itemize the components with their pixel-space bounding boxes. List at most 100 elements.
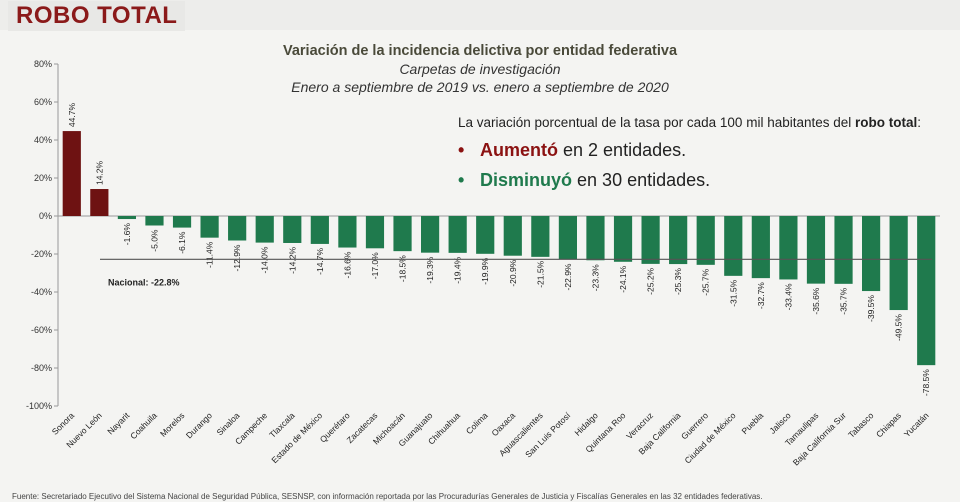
bar — [696, 216, 715, 265]
legend-decrease: • Disminuyó en 30 entidades. — [458, 169, 938, 191]
chart-subtitle: Carpetas de investigación — [399, 61, 561, 77]
category-label: Jalisco — [767, 410, 793, 436]
chart-title: Variación de la incidencia delictiva por… — [282, 43, 678, 59]
category-label: Baja California Sur — [791, 410, 848, 467]
bar — [448, 216, 467, 253]
category-label: Coahuila — [128, 410, 159, 441]
value-label: -11.4% — [205, 241, 215, 268]
value-label: -6.1% — [177, 231, 187, 254]
value-label: -14.7% — [315, 247, 325, 274]
bar — [834, 216, 853, 284]
value-label: -35.7% — [839, 287, 849, 314]
bar — [503, 216, 522, 256]
info-text: La variación porcentual de la tasa por c… — [458, 114, 938, 131]
y-tick-label: 0% — [39, 211, 52, 221]
value-label: -23.3% — [590, 264, 600, 291]
bar — [558, 216, 578, 260]
bar — [724, 216, 743, 276]
bar — [62, 131, 81, 216]
value-label: -19.9% — [480, 257, 490, 284]
y-tick-label: -100% — [26, 401, 52, 411]
value-label: -19.3% — [425, 256, 435, 283]
value-label: -22.9% — [563, 263, 573, 290]
value-label: -25.7% — [701, 268, 711, 295]
bar — [669, 216, 688, 265]
bar — [613, 216, 633, 262]
bar — [586, 216, 605, 261]
value-label: -21.5% — [535, 260, 545, 287]
category-label: Nayarit — [105, 410, 132, 437]
value-label: -35.6% — [811, 287, 821, 314]
category-label: Sonora — [50, 410, 77, 437]
bar — [145, 216, 164, 226]
value-label: -12.9% — [232, 244, 242, 271]
value-label: -16.6% — [342, 251, 352, 278]
value-label: -78.5% — [921, 369, 931, 396]
value-label: -18.5% — [398, 255, 408, 282]
legend-increase: • Aumentó en 2 entidades. — [458, 139, 938, 161]
chart-title-block: Variación de la incidencia delictiva por… — [200, 42, 760, 96]
chart-period: Enero a septiembre de 2019 vs. enero a s… — [291, 79, 669, 95]
value-label: -33.4% — [783, 283, 793, 310]
reference-label: Nacional: -22.8% — [108, 277, 180, 287]
category-label: Tabasco — [846, 410, 876, 440]
value-label: 14.2% — [94, 160, 104, 185]
value-label: -32.7% — [756, 282, 766, 309]
category-label: Ciudad de México — [683, 410, 738, 465]
bar — [117, 216, 137, 220]
y-tick-label: 20% — [34, 173, 52, 183]
bar — [476, 216, 495, 254]
bar — [889, 216, 908, 311]
y-tick-label: 60% — [34, 97, 52, 107]
y-tick-label: -40% — [31, 287, 52, 297]
bar — [751, 216, 770, 279]
bar — [531, 216, 550, 257]
bar — [228, 216, 247, 241]
value-label: -5.0% — [149, 229, 159, 252]
value-label: -24.1% — [618, 265, 628, 292]
info-box: La variación porcentual de la tasa por c… — [458, 114, 938, 191]
increase-keyword: Aumentó — [480, 140, 558, 160]
value-label: 44.7% — [67, 103, 77, 128]
bar — [255, 216, 274, 243]
bar — [200, 216, 219, 238]
decrease-keyword: Disminuyó — [480, 170, 573, 190]
category-label: Yucatán — [902, 410, 931, 439]
source-footer: Fuente: Secretariado Ejecutivo del Siste… — [12, 492, 763, 501]
bar — [861, 216, 881, 292]
bar — [172, 216, 192, 228]
value-label: -19.4% — [453, 256, 463, 283]
bar — [917, 216, 936, 366]
bar — [779, 216, 798, 280]
decrease-text: en 30 entidades. — [577, 170, 711, 190]
info-text-bold: robo total — [855, 115, 918, 130]
bar — [90, 189, 109, 216]
y-tick-label: -60% — [31, 325, 52, 335]
y-tick-label: 40% — [34, 135, 52, 145]
bar — [420, 216, 440, 253]
bar — [310, 216, 329, 244]
decrease-bullet-icon: • — [458, 170, 465, 190]
category-label: Morelos — [158, 410, 186, 438]
value-label: -31.5% — [728, 279, 738, 306]
page-title: ROBO TOTAL — [8, 1, 186, 31]
category-label: Puebla — [739, 410, 765, 436]
bar — [283, 216, 302, 243]
category-label: Estado de México — [269, 410, 324, 465]
value-label: -25.3% — [673, 268, 683, 295]
value-label: -39.5% — [866, 295, 876, 322]
category-label: Colima — [464, 410, 490, 436]
value-label: -17.0% — [370, 252, 380, 279]
value-label: -1.6% — [122, 223, 132, 246]
bar — [365, 216, 385, 249]
increase-text: en 2 entidades. — [563, 140, 687, 160]
increase-bullet-icon: • — [458, 140, 465, 160]
bar — [641, 216, 660, 264]
category-label: Durango — [184, 410, 214, 440]
value-label: -20.9% — [508, 259, 518, 286]
value-label: -25.2% — [646, 267, 656, 294]
category-label: Chiapas — [874, 410, 903, 439]
bar — [806, 216, 826, 284]
info-text-main: La variación porcentual de la tasa por c… — [458, 115, 852, 130]
